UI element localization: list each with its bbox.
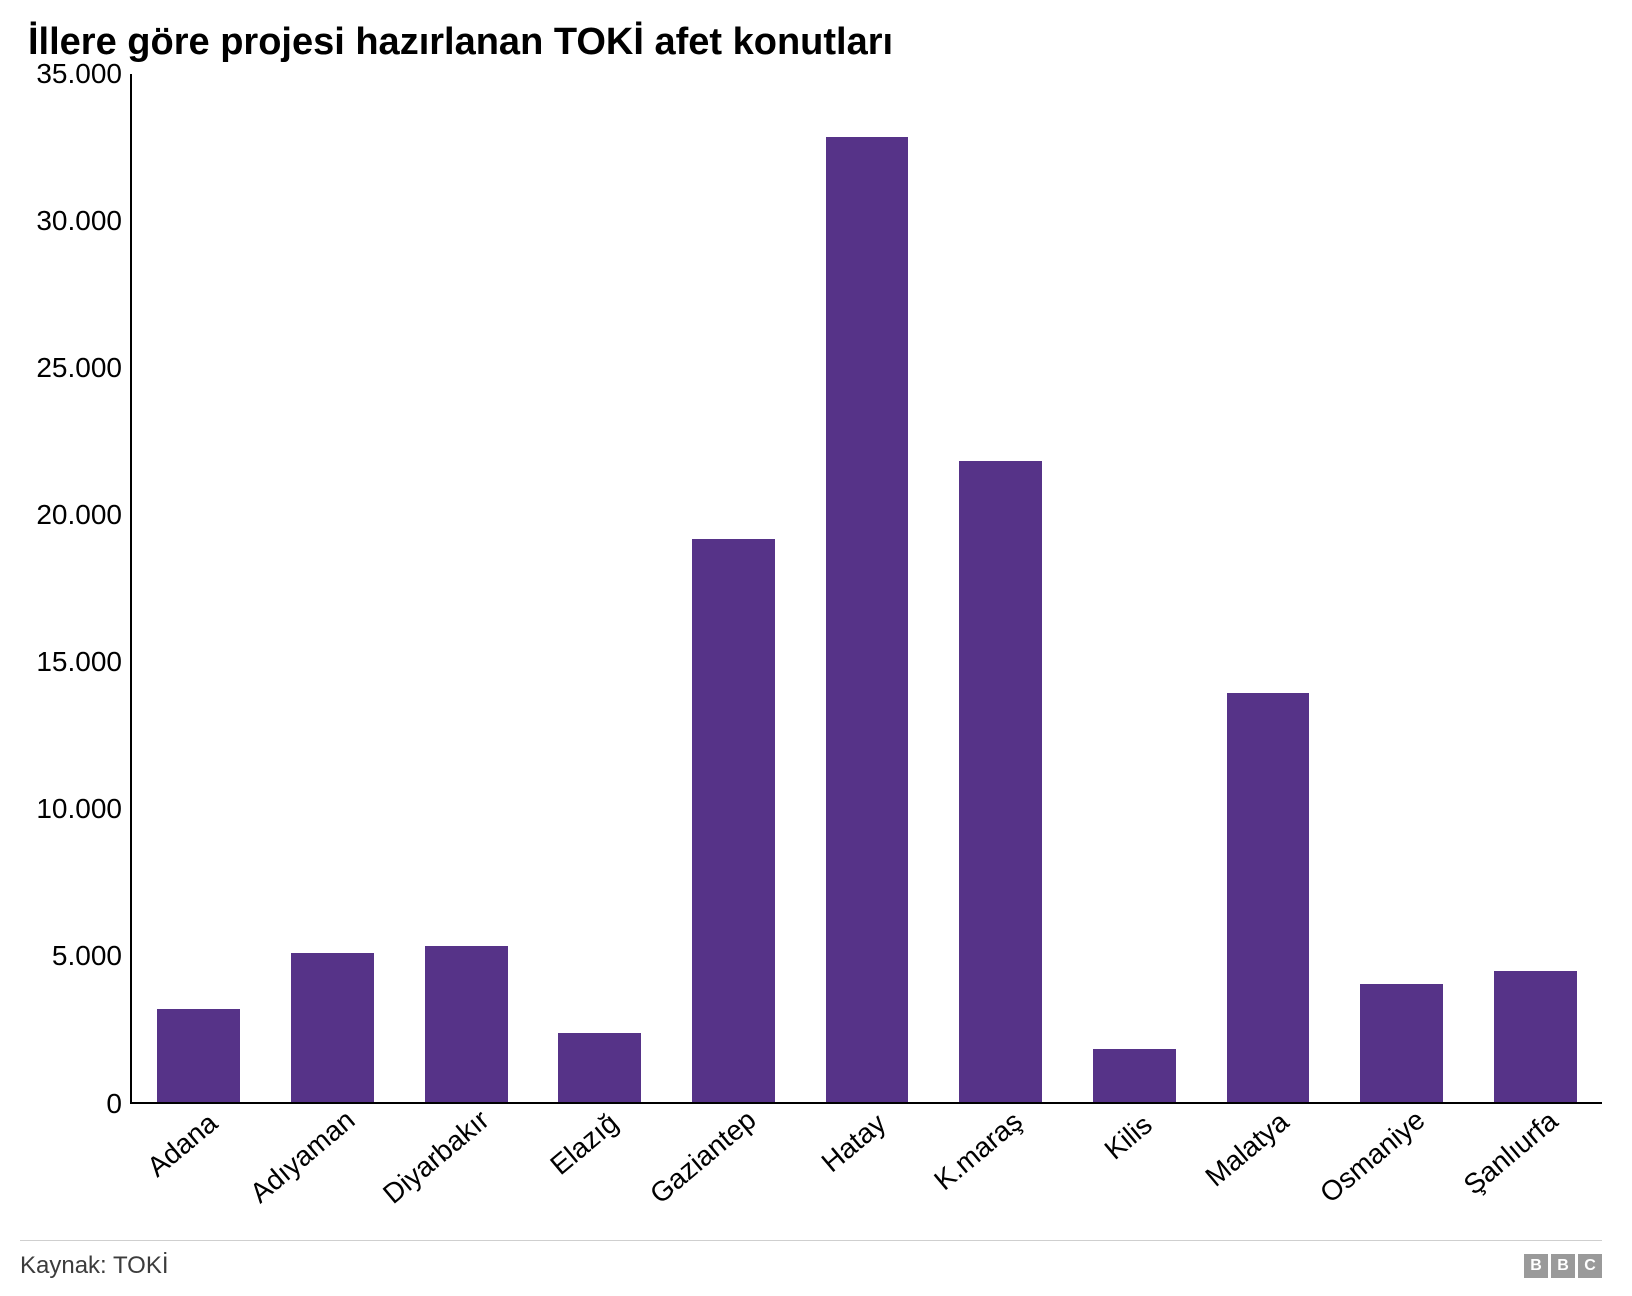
bar [1360, 984, 1443, 1101]
chart-container: İllere göre projesi hazırlanan TOKİ afet… [0, 0, 1632, 1296]
y-tick-label: 30.000 [36, 205, 122, 237]
bar [157, 1009, 240, 1102]
y-tick-label: 35.000 [36, 58, 122, 90]
x-tick-label: K.maraş [928, 1105, 1028, 1197]
bar-slot [1335, 74, 1469, 1102]
bar [425, 946, 508, 1102]
x-tick-label: Elazığ [545, 1107, 625, 1182]
x-tick-label: Adana [141, 1106, 224, 1183]
bar-slot [667, 74, 801, 1102]
bar [558, 1033, 641, 1102]
chart-footer: Kaynak: TOKİ B B C [20, 1240, 1602, 1280]
y-axis: 05.00010.00015.00020.00025.00030.00035.0… [20, 74, 130, 1104]
plot-area [130, 74, 1602, 1104]
bar-slot [132, 74, 266, 1102]
bar-slot [800, 74, 934, 1102]
x-slot: K.maraş [933, 1104, 1067, 1224]
bar-slot [1201, 74, 1335, 1102]
bar-slot [1468, 74, 1602, 1102]
x-tick-label: Şanlıurfa [1458, 1104, 1564, 1201]
y-tick-label: 15.000 [36, 646, 122, 678]
x-slot: Gaziantep [665, 1104, 799, 1224]
bar-slot [934, 74, 1068, 1102]
x-slot: Kilis [1067, 1104, 1201, 1224]
bars-group [132, 74, 1602, 1102]
bar-slot [1067, 74, 1201, 1102]
bar [1494, 971, 1577, 1102]
bar [1093, 1049, 1176, 1102]
x-axis: Adana AdıyamanDiyarbakırElazığ GaziantepHa… [130, 1104, 1602, 1224]
source-text: Kaynak: TOKİ [20, 1252, 169, 1280]
bbc-logo-letter: B [1524, 1254, 1548, 1278]
bar [291, 953, 374, 1101]
x-tick-label: Hatay [816, 1107, 893, 1179]
bbc-logo-letter: B [1551, 1254, 1575, 1278]
bar [692, 539, 775, 1101]
x-slot: Malatya [1201, 1104, 1335, 1224]
x-slot: Osmaniye [1334, 1104, 1468, 1224]
y-tick-label: 0 [106, 1088, 122, 1120]
plot-row: 05.00010.00015.00020.00025.00030.00035.0… [20, 74, 1602, 1104]
x-slot: Elazığ [531, 1104, 665, 1224]
bar [826, 137, 909, 1102]
bar [1227, 693, 1310, 1101]
x-slot: Şanlıurfa [1468, 1104, 1602, 1224]
x-tick-label: Kilis [1098, 1108, 1158, 1166]
y-tick-label: 25.000 [36, 352, 122, 384]
bar-slot [399, 74, 533, 1102]
x-slot: Diyarbakır [398, 1104, 532, 1224]
x-slot: Adana [130, 1104, 264, 1224]
x-slot: Hatay [799, 1104, 933, 1224]
y-tick-label: 10.000 [36, 793, 122, 825]
y-tick-label: 20.000 [36, 499, 122, 531]
bar-slot [266, 74, 400, 1102]
bbc-logo-letter: C [1578, 1254, 1602, 1278]
y-tick-label: 5.000 [52, 940, 122, 972]
x-tick-label: Malatya [1200, 1105, 1296, 1193]
chart-title: İllere göre projesi hazırlanan TOKİ afet… [28, 20, 1602, 66]
x-slot: Adıyaman [264, 1104, 398, 1224]
bar [959, 461, 1042, 1101]
bbc-logo: B B C [1524, 1254, 1602, 1278]
bar-slot [533, 74, 667, 1102]
